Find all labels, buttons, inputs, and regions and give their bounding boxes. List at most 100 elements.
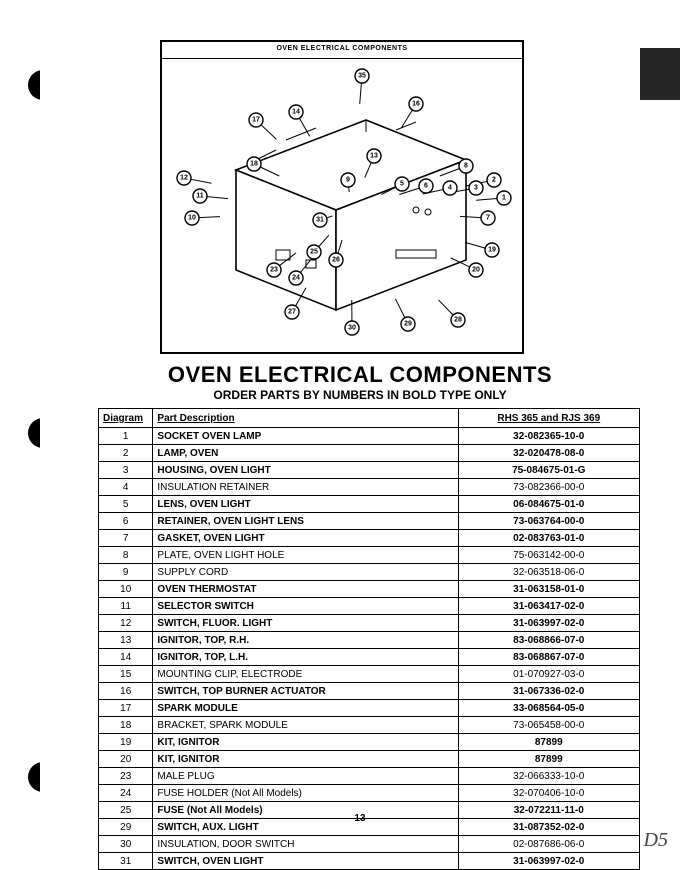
table-row: 15MOUNTING CLIP, ELECTRODE01-070927-03-0 [99, 666, 640, 683]
callout-number: 27 [288, 309, 296, 316]
cell-description: SELECTOR SWITCH [153, 598, 458, 615]
cell-part-number: 73-082366-00-0 [458, 479, 639, 496]
table-row: 19KIT, IGNITOR87899 [99, 734, 640, 751]
callout-number: 13 [370, 153, 378, 160]
table-row: 18BRACKET, SPARK MODULE73-065458-00-0 [99, 717, 640, 734]
callout-number: 28 [454, 317, 462, 324]
cell-description: SWITCH, TOP BURNER ACTUATOR [153, 683, 458, 700]
callout-number: 14 [292, 109, 300, 116]
table-row: 20KIT, IGNITOR87899 [99, 751, 640, 768]
callout-number: 24 [292, 275, 300, 282]
callout-number: 8 [464, 163, 468, 170]
table-row: 2LAMP, OVEN32-020478-08-0 [99, 445, 640, 462]
cell-part-number: 31-063417-02-0 [458, 598, 639, 615]
parts-table: Diagram Part Description RHS 365 and RJS… [98, 408, 640, 870]
cell-part-number: 75-063142-00-0 [458, 547, 639, 564]
cell-description: MOUNTING CLIP, ELECTRODE [153, 666, 458, 683]
table-header-row: Diagram Part Description RHS 365 and RJS… [99, 409, 640, 428]
cell-part-number: 31-063997-02-0 [458, 853, 639, 870]
cell-diagram-no: 9 [99, 564, 153, 581]
cell-part-number: 02-087686-06-0 [458, 836, 639, 853]
callout-number: 17 [252, 117, 260, 124]
page-content: OVEN ELECTRICAL COMPONENTS [40, 12, 640, 832]
cell-part-number: 32-070406-10-0 [458, 785, 639, 802]
callout-number: 29 [404, 321, 412, 328]
cell-description: SOCKET OVEN LAMP [153, 428, 458, 445]
callout-number: 31 [316, 217, 324, 224]
cell-description: IGNITOR, TOP, R.H. [153, 632, 458, 649]
callout-number: 35 [358, 73, 366, 80]
cell-diagram-no: 10 [99, 581, 153, 598]
cell-description: FUSE HOLDER (Not All Models) [153, 785, 458, 802]
cell-part-number: 31-063158-01-0 [458, 581, 639, 598]
diagram-banner-rule [162, 58, 522, 59]
cell-description: SUPPLY CORD [153, 564, 458, 581]
table-row: 3HOUSING, OVEN LIGHT75-084675-01-G [99, 462, 640, 479]
cell-part-number: 73-065458-00-0 [458, 717, 639, 734]
cell-description: INSULATION, DOOR SWITCH [153, 836, 458, 853]
cell-diagram-no: 12 [99, 615, 153, 632]
cell-description: BRACKET, SPARK MODULE [153, 717, 458, 734]
cell-part-number: 32-063518-06-0 [458, 564, 639, 581]
cell-part-number: 75-084675-01-G [458, 462, 639, 479]
table-row: 9SUPPLY CORD32-063518-06-0 [99, 564, 640, 581]
cell-diagram-no: 11 [99, 598, 153, 615]
cell-part-number: 83-068867-07-0 [458, 649, 639, 666]
cell-diagram-no: 13 [99, 632, 153, 649]
section-subhead: ORDER PARTS BY NUMBERS IN BOLD TYPE ONLY [40, 388, 680, 402]
table-row: 14IGNITOR, TOP, L.H.83-068867-07-0 [99, 649, 640, 666]
cell-part-number: 02-083763-01-0 [458, 530, 639, 547]
callout-number: 26 [332, 257, 340, 264]
cell-part-number: 33-068564-05-0 [458, 700, 639, 717]
cell-part-number: 32-082365-10-0 [458, 428, 639, 445]
cell-description: SWITCH, FLUOR. LIGHT [153, 615, 458, 632]
section-headline: OVEN ELECTRICAL COMPONENTS [40, 362, 680, 388]
cell-description: SWITCH, OVEN LIGHT [153, 853, 458, 870]
table-row: 10OVEN THERMOSTAT31-063158-01-0 [99, 581, 640, 598]
callout-number: 5 [400, 181, 404, 188]
callout-number: 1 [502, 195, 506, 202]
cell-part-number: 87899 [458, 734, 639, 751]
callout-number: 12 [180, 175, 188, 182]
diagram-banner-title: OVEN ELECTRICAL COMPONENTS [162, 45, 522, 52]
callout-number: 19 [488, 247, 496, 254]
cell-description: LAMP, OVEN [153, 445, 458, 462]
callout-number: 30 [348, 325, 356, 332]
handwritten-annotation: D5 [644, 829, 668, 852]
callout-number: 4 [448, 185, 452, 192]
col-header-diagram: Diagram [99, 409, 153, 428]
callout-number: 3 [474, 185, 478, 192]
table-row: 7GASKET, OVEN LIGHT02-083763-01-0 [99, 530, 640, 547]
callout-number: 20 [472, 267, 480, 274]
cell-diagram-no: 31 [99, 853, 153, 870]
cell-part-number: 87899 [458, 751, 639, 768]
cell-diagram-no: 16 [99, 683, 153, 700]
callout-number: 23 [270, 267, 278, 274]
cell-description: OVEN THERMOSTAT [153, 581, 458, 598]
table-row: 13IGNITOR, TOP, R.H.83-068866-07-0 [99, 632, 640, 649]
cell-description: MALE PLUG [153, 768, 458, 785]
table-row: 24FUSE HOLDER (Not All Models)32-070406-… [99, 785, 640, 802]
cell-diagram-no: 1 [99, 428, 153, 445]
table-row: 31SWITCH, OVEN LIGHT31-063997-02-0 [99, 853, 640, 870]
cell-diagram-no: 8 [99, 547, 153, 564]
cell-part-number: 06-084675-01-0 [458, 496, 639, 513]
table-row: 23MALE PLUG32-066333-10-0 [99, 768, 640, 785]
table-row: 30INSULATION, DOOR SWITCH02-087686-06-0 [99, 836, 640, 853]
cell-description: KIT, IGNITOR [153, 734, 458, 751]
cell-description: HOUSING, OVEN LIGHT [153, 462, 458, 479]
col-header-partno: RHS 365 and RJS 369 [458, 409, 639, 428]
cell-diagram-no: 15 [99, 666, 153, 683]
cell-diagram-no: 20 [99, 751, 153, 768]
scan-artifact-edge [640, 48, 680, 100]
table-row: 4INSULATION RETAINER73-082366-00-0 [99, 479, 640, 496]
table-row: 12SWITCH, FLUOR. LIGHT31-063997-02-0 [99, 615, 640, 632]
cell-description: LENS, OVEN LIGHT [153, 496, 458, 513]
cell-diagram-no: 3 [99, 462, 153, 479]
callout-number: 25 [310, 249, 318, 256]
cell-diagram-no: 23 [99, 768, 153, 785]
cell-part-number: 32-020478-08-0 [458, 445, 639, 462]
cell-description: RETAINER, OVEN LIGHT LENS [153, 513, 458, 530]
cell-diagram-no: 7 [99, 530, 153, 547]
cell-diagram-no: 2 [99, 445, 153, 462]
